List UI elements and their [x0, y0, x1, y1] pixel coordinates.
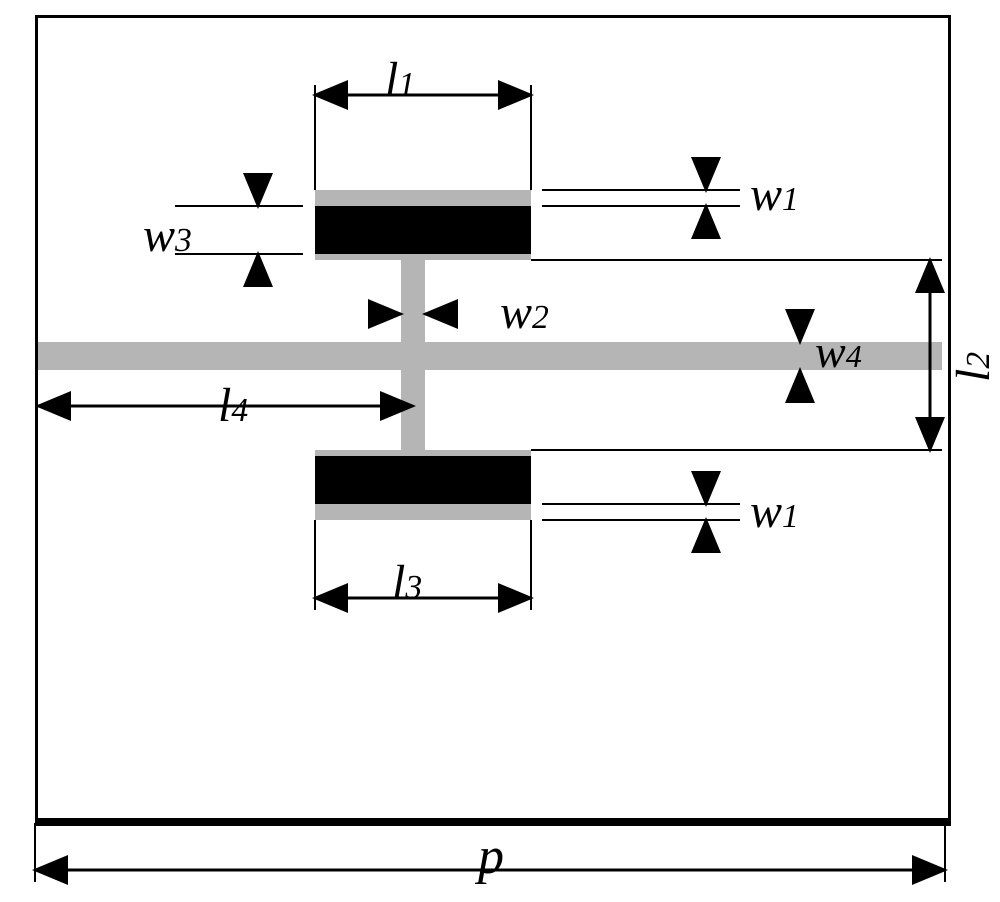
label-p-text: p [478, 828, 504, 885]
label-w1-bottom-text: w [750, 485, 782, 538]
label-l2-text: l [947, 369, 1000, 382]
label-l3-sub: 3 [405, 569, 422, 606]
label-l1: l1 [385, 52, 415, 107]
label-w4: w4 [815, 325, 862, 378]
label-l4: l4 [218, 378, 248, 433]
label-w4-sub: 4 [846, 338, 862, 374]
label-l1-text: l [385, 53, 398, 106]
annotation-overlay [0, 0, 1000, 902]
label-l2: l2 [946, 352, 1000, 382]
label-w1-top-text: w [750, 168, 782, 221]
label-l4-text: l [218, 379, 231, 432]
label-w2-sub: 2 [532, 299, 549, 336]
label-l3-text: l [392, 556, 405, 609]
label-w1-bottom: w1 [750, 484, 799, 539]
label-w3-sub: 3 [175, 222, 192, 259]
label-w3-text: w [143, 209, 175, 262]
label-l4-sub: 4 [231, 392, 248, 429]
label-w2-text: w [500, 286, 532, 339]
label-l1-sub: 1 [398, 66, 415, 103]
label-l2-sub: 2 [960, 352, 997, 369]
label-p: p [478, 827, 504, 886]
label-w4-text: w [815, 326, 846, 377]
diagram-canvas: l1 l2 l3 l4 w1 w1 w2 w3 w4 p [0, 0, 1000, 902]
label-w2: w2 [500, 285, 549, 340]
label-w3: w3 [143, 208, 192, 263]
label-w1-top: w1 [750, 167, 799, 222]
label-w1-bottom-sub: 1 [782, 498, 799, 535]
label-l3: l3 [392, 555, 422, 610]
label-w1-top-sub: 1 [782, 181, 799, 218]
